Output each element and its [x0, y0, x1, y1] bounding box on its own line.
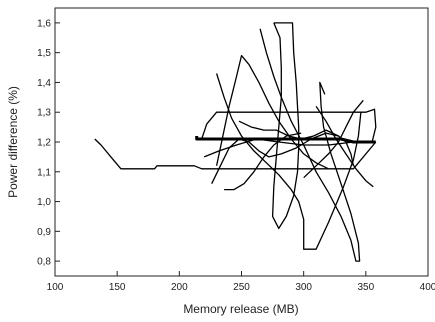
y-tick-label: 1,2 [37, 138, 51, 149]
x-axis-title: Memory release (MB) [183, 302, 298, 316]
y-tick-label: 1,3 [37, 108, 51, 119]
x-tick-label: 250 [233, 282, 250, 293]
y-axis-title: Power difference (%) [6, 86, 20, 198]
y-tick-label: 1,4 [37, 78, 51, 89]
x-tick-label: 100 [47, 282, 64, 293]
y-tick-label: 1,5 [37, 48, 51, 59]
y-tick-label: 0,8 [37, 257, 51, 268]
y-axis-ticks: 0,8 0,9 1,0 1,1 1,2 1,3 1,4 1,5 1,6 [37, 18, 60, 267]
x-tick-label: 150 [109, 282, 126, 293]
y-tick-label: 1,1 [37, 167, 51, 178]
x-tick-label: 400 [420, 282, 435, 293]
y-tick-label: 1,0 [37, 197, 51, 208]
y-tick-label: 1,6 [37, 18, 51, 29]
series-line-1 [95, 139, 376, 169]
series-line-10 [316, 106, 373, 186]
x-axis-ticks: 100 150 200 250 300 350 400 [47, 271, 435, 293]
x-tick-label: 300 [295, 282, 312, 293]
series-group [95, 23, 376, 261]
series-line-6 [273, 23, 299, 229]
x-tick-label: 200 [171, 282, 188, 293]
series-line-3 [197, 136, 376, 142]
series-line-5 [217, 74, 361, 250]
x-tick-label: 350 [357, 282, 374, 293]
y-tick-label: 0,9 [37, 227, 51, 238]
